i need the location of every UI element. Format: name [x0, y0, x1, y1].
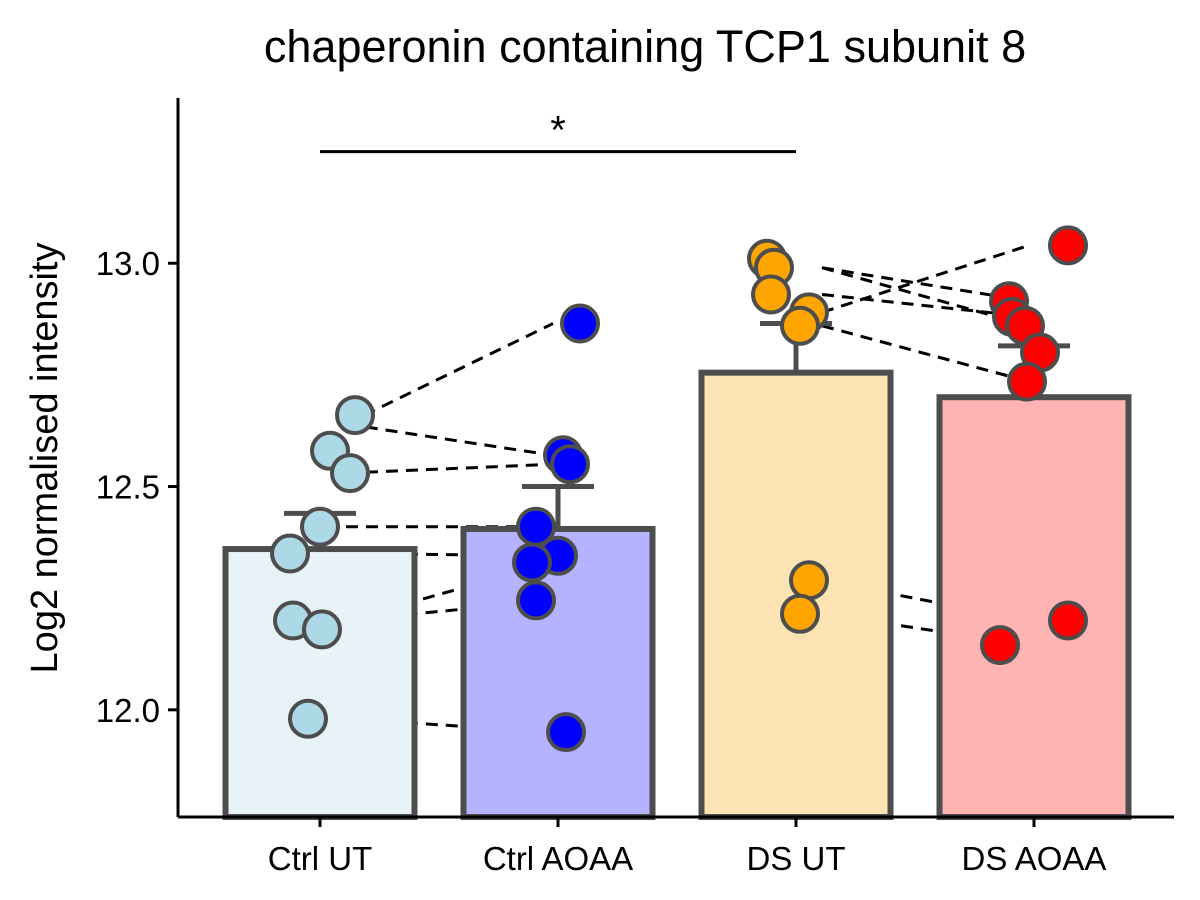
x-tick-label: Ctrl UT — [268, 840, 372, 877]
data-point — [550, 444, 590, 485]
chart-title: chaperonin containing TCP1 subunit 8 — [264, 21, 1026, 72]
data-point — [980, 625, 1020, 666]
bar — [936, 394, 1132, 820]
y-axis-title: Log2 normalised intensity — [24, 243, 66, 674]
data-point — [1007, 361, 1047, 402]
pair-line — [821, 324, 1030, 384]
pair-line — [345, 422, 554, 457]
data-point — [300, 506, 340, 547]
x-tick-label: DS AOAA — [962, 840, 1107, 877]
data-point — [288, 698, 328, 739]
significance-label: * — [550, 109, 566, 153]
data-point — [302, 609, 342, 650]
bar — [460, 525, 656, 820]
pair-line — [345, 322, 554, 426]
data-point — [751, 274, 791, 315]
data-point — [516, 580, 556, 621]
data-point — [780, 593, 820, 634]
pair-line — [821, 243, 1030, 314]
bar — [222, 546, 418, 820]
bars-layer — [222, 369, 1132, 820]
pair-line — [821, 612, 1030, 647]
y-tick-label: 12.0 — [96, 692, 160, 729]
pair-line — [345, 561, 554, 622]
y-tick-label: 12.5 — [96, 469, 160, 506]
significance-layer: * — [320, 109, 796, 154]
data-point — [546, 712, 586, 753]
data-point — [270, 533, 310, 574]
x-tick-label: DS UT — [747, 840, 846, 877]
data-point — [560, 303, 600, 344]
pair-lines-layer — [345, 243, 1030, 734]
y-ticks-layer: 12.0 12.5 13.0 — [96, 245, 178, 729]
data-point — [780, 305, 820, 346]
data-point — [330, 453, 370, 494]
data-point — [1048, 225, 1088, 266]
x-tick-label: Ctrl AOAA — [483, 840, 633, 877]
points-layer — [270, 225, 1088, 753]
pair-line — [821, 266, 1030, 328]
pair-line — [345, 717, 554, 734]
pair-line — [821, 266, 1030, 303]
x-ticks-layer: Ctrl UT Ctrl AOAA DS UT DS AOAA — [268, 817, 1107, 877]
data-point — [789, 560, 829, 601]
pair-line — [345, 462, 554, 475]
y-tick-label: 13.0 — [96, 245, 160, 282]
pair-line — [345, 598, 554, 622]
pair-line — [821, 293, 1030, 319]
pair-line — [345, 552, 554, 558]
data-point — [1048, 600, 1088, 641]
pair-line — [821, 578, 1030, 622]
data-point — [335, 395, 375, 436]
data-point — [512, 542, 552, 583]
